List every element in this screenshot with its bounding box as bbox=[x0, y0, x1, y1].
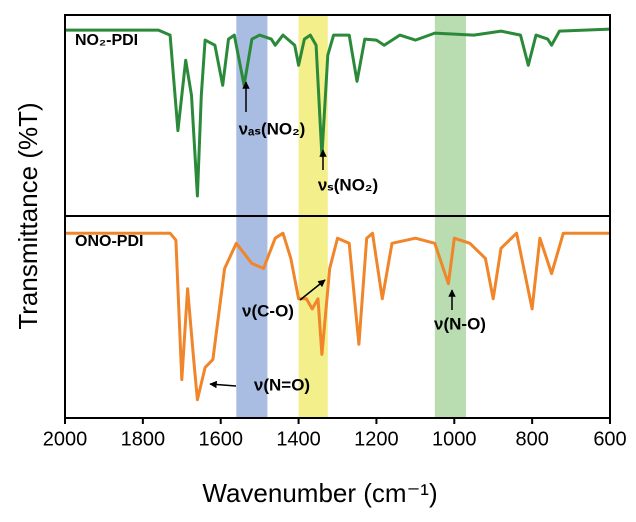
x-tick-label: 1200 bbox=[354, 428, 399, 450]
y-axis-label: Transmittance (%T) bbox=[13, 102, 43, 329]
x-tick-label: 1400 bbox=[276, 428, 321, 450]
annotation-arrow bbox=[209, 380, 237, 389]
x-tick-label: 1000 bbox=[432, 428, 477, 450]
spectrum-line bbox=[65, 27, 611, 198]
x-tick-label: 1600 bbox=[198, 428, 243, 450]
annotation-arrow bbox=[299, 279, 326, 301]
legend-label: ONO-PDI bbox=[75, 233, 143, 250]
x-tick-label: 800 bbox=[515, 428, 548, 450]
x-tick-label: 2000 bbox=[43, 428, 88, 450]
annotation: νₐₛ(NO₂) bbox=[239, 119, 306, 138]
annotation: ν(C-O) bbox=[242, 301, 294, 320]
annotation: ν(N-O) bbox=[434, 314, 486, 333]
x-tick-label: 600 bbox=[593, 428, 626, 450]
legend-label: NO₂-PDI bbox=[75, 32, 138, 49]
x-tick-label: 1800 bbox=[121, 428, 166, 450]
annotation: ν(N=O) bbox=[254, 375, 310, 394]
annotation: νₛ(NO₂) bbox=[318, 175, 378, 194]
spectrum-line bbox=[65, 231, 610, 402]
x-axis-label: Wavenumber (cm⁻¹) bbox=[202, 478, 437, 508]
panel-frame bbox=[64, 215, 611, 419]
